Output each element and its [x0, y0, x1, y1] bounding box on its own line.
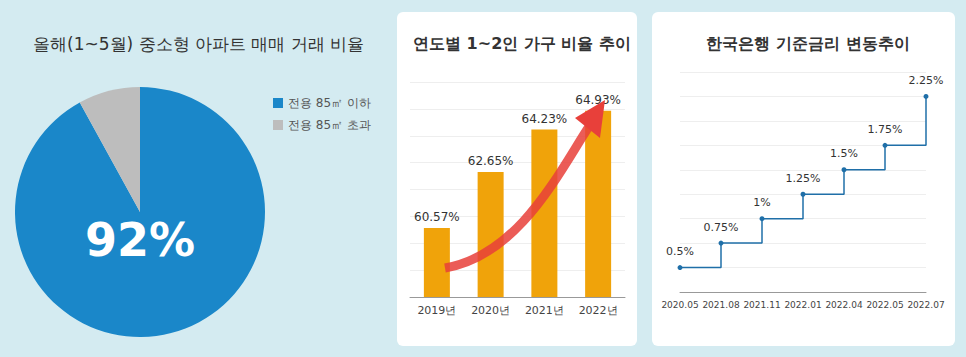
svg-text:2019년: 2019년	[417, 304, 456, 317]
svg-text:1%: 1%	[753, 196, 770, 209]
svg-text:올해(1~5월) 중소형 아파트 매매 거래 비율: 올해(1~5월) 중소형 아파트 매매 거래 비율	[33, 34, 364, 54]
svg-text:2020.05: 2020.05	[661, 300, 698, 310]
svg-text:0.5%: 0.5%	[666, 245, 694, 258]
svg-text:1.5%: 1.5%	[830, 147, 858, 160]
svg-text:전용 85㎡ 이하: 전용 85㎡ 이하	[288, 96, 371, 110]
svg-text:2022.07: 2022.07	[907, 300, 944, 310]
svg-text:0.75%: 0.75%	[704, 221, 739, 234]
svg-text:92%: 92%	[85, 213, 195, 267]
svg-text:2022년: 2022년	[579, 304, 618, 317]
svg-text:2020년: 2020년	[471, 304, 510, 317]
svg-text:2022.04: 2022.04	[825, 300, 862, 310]
svg-text:2021.08: 2021.08	[702, 300, 739, 310]
svg-text:60.57%: 60.57%	[414, 210, 460, 224]
svg-text:1.25%: 1.25%	[786, 172, 821, 185]
svg-text:2.25%: 2.25%	[909, 74, 944, 87]
svg-text:64.93%: 64.93%	[575, 92, 621, 107]
svg-text:연도별 1~2인 가구 비율 추이: 연도별 1~2인 가구 비율 추이	[413, 34, 631, 53]
svg-text:2022.05: 2022.05	[866, 300, 903, 310]
svg-text:62.65%: 62.65%	[468, 154, 514, 168]
svg-text:2022.01: 2022.01	[784, 300, 821, 310]
svg-text:1.75%: 1.75%	[868, 123, 903, 136]
svg-text:2021년: 2021년	[525, 304, 564, 317]
svg-text:64.23%: 64.23%	[521, 112, 567, 126]
svg-text:전용 85㎡ 초과: 전용 85㎡ 초과	[288, 118, 371, 132]
svg-text:한국은행 기준금리 변동추이: 한국은행 기준금리 변동추이	[706, 34, 909, 53]
svg-text:2021.11: 2021.11	[743, 300, 780, 310]
